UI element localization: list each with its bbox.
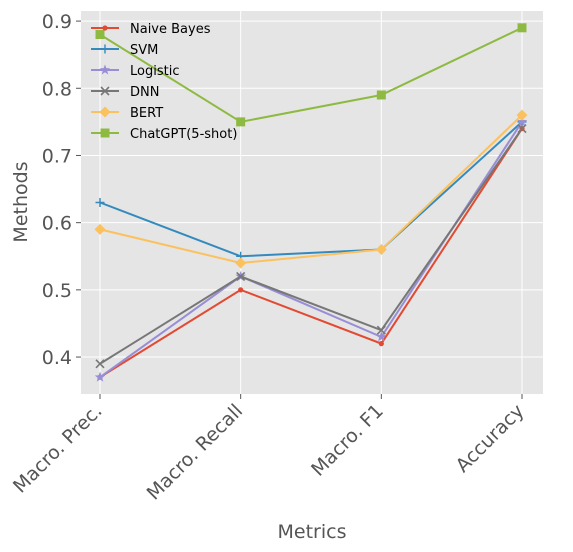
legend: Naive Bayes SVM Logistic DNN BERT ChatGPT(5-s… — [91, 22, 237, 142]
data-point — [378, 341, 384, 347]
y-tick-label: 0.7 — [42, 145, 72, 167]
series-dnn — [95, 124, 527, 369]
series-line — [99, 128, 523, 379]
x-tick-label: Macro. Recall — [143, 400, 248, 505]
y-axis-title: Methods — [10, 161, 32, 242]
x-tick-label: Accuracy — [452, 400, 529, 477]
series-line — [99, 26, 523, 123]
grid-lines — [81, 11, 543, 394]
data-point — [238, 287, 244, 293]
y-tick-label: 0.9 — [42, 11, 72, 33]
legend-label: Naive Bayes — [130, 22, 211, 37]
legend-item: ChatGPT(5-shot) — [91, 127, 237, 142]
y-axis: 0.4 0.5 0.6 0.7 0.8 0.9 — [42, 11, 81, 369]
series-line — [99, 121, 523, 258]
y-tick-label: 0.4 — [42, 347, 72, 369]
data-point — [236, 117, 246, 127]
data-point — [376, 325, 386, 335]
series-line — [99, 114, 523, 264]
legend-item: Naive Bayes — [91, 22, 211, 37]
y-tick-label: 0.5 — [42, 280, 72, 302]
legend-item: BERT — [91, 106, 163, 121]
data-point — [376, 90, 386, 100]
data-point — [516, 116, 528, 127]
legend-marker — [99, 106, 111, 118]
legend-marker — [100, 44, 110, 54]
data-point — [235, 257, 247, 269]
legend-item: SVM — [91, 43, 158, 58]
data-point — [236, 271, 246, 281]
legend-item: Logistic — [91, 64, 179, 79]
data-point — [95, 198, 105, 207]
x-axis: Macro. Prec. Macro. Recall Macro. F1 Accura… — [9, 394, 529, 505]
x-axis-title: Metrics — [278, 521, 347, 543]
data-point — [95, 30, 105, 40]
legend-label: DNN — [130, 85, 159, 100]
legend-marker — [100, 128, 110, 138]
legend-marker — [100, 86, 110, 96]
legend-label: Logistic — [130, 64, 179, 79]
legend-item: DNN — [91, 85, 159, 100]
data-point — [94, 223, 106, 235]
data-point — [375, 244, 387, 256]
x-tick-label: Macro. F1 — [307, 400, 388, 481]
x-tick-label: Macro. Prec. — [9, 400, 107, 498]
series-layer — [94, 23, 528, 382]
legend-marker — [99, 64, 111, 75]
data-point — [94, 371, 106, 382]
data-point — [517, 23, 527, 33]
data-point — [516, 109, 528, 121]
data-point — [376, 331, 387, 342]
data-point — [95, 359, 105, 369]
legend-label: ChatGPT(5-shot) — [130, 127, 237, 142]
series-bert — [94, 109, 528, 269]
plot-background — [81, 11, 543, 394]
y-tick-label: 0.6 — [42, 213, 72, 235]
legend-label: SVM — [130, 43, 158, 58]
legend-marker — [102, 25, 108, 31]
legend-label: BERT — [130, 106, 163, 121]
y-tick-label: 0.8 — [42, 78, 72, 100]
series-chatgpt-5-shot — [95, 23, 527, 127]
series-line — [99, 128, 523, 365]
data-point — [517, 124, 527, 134]
